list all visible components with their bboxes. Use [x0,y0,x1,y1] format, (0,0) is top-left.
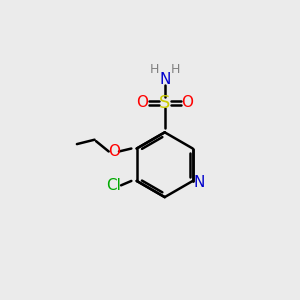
Text: O: O [108,144,120,159]
Text: H: H [170,63,180,76]
Text: N: N [159,72,170,87]
Text: N: N [194,175,205,190]
Text: Cl: Cl [106,178,121,193]
Text: S: S [159,94,170,112]
Text: O: O [181,95,193,110]
Text: H: H [150,63,159,76]
Text: O: O [136,95,148,110]
